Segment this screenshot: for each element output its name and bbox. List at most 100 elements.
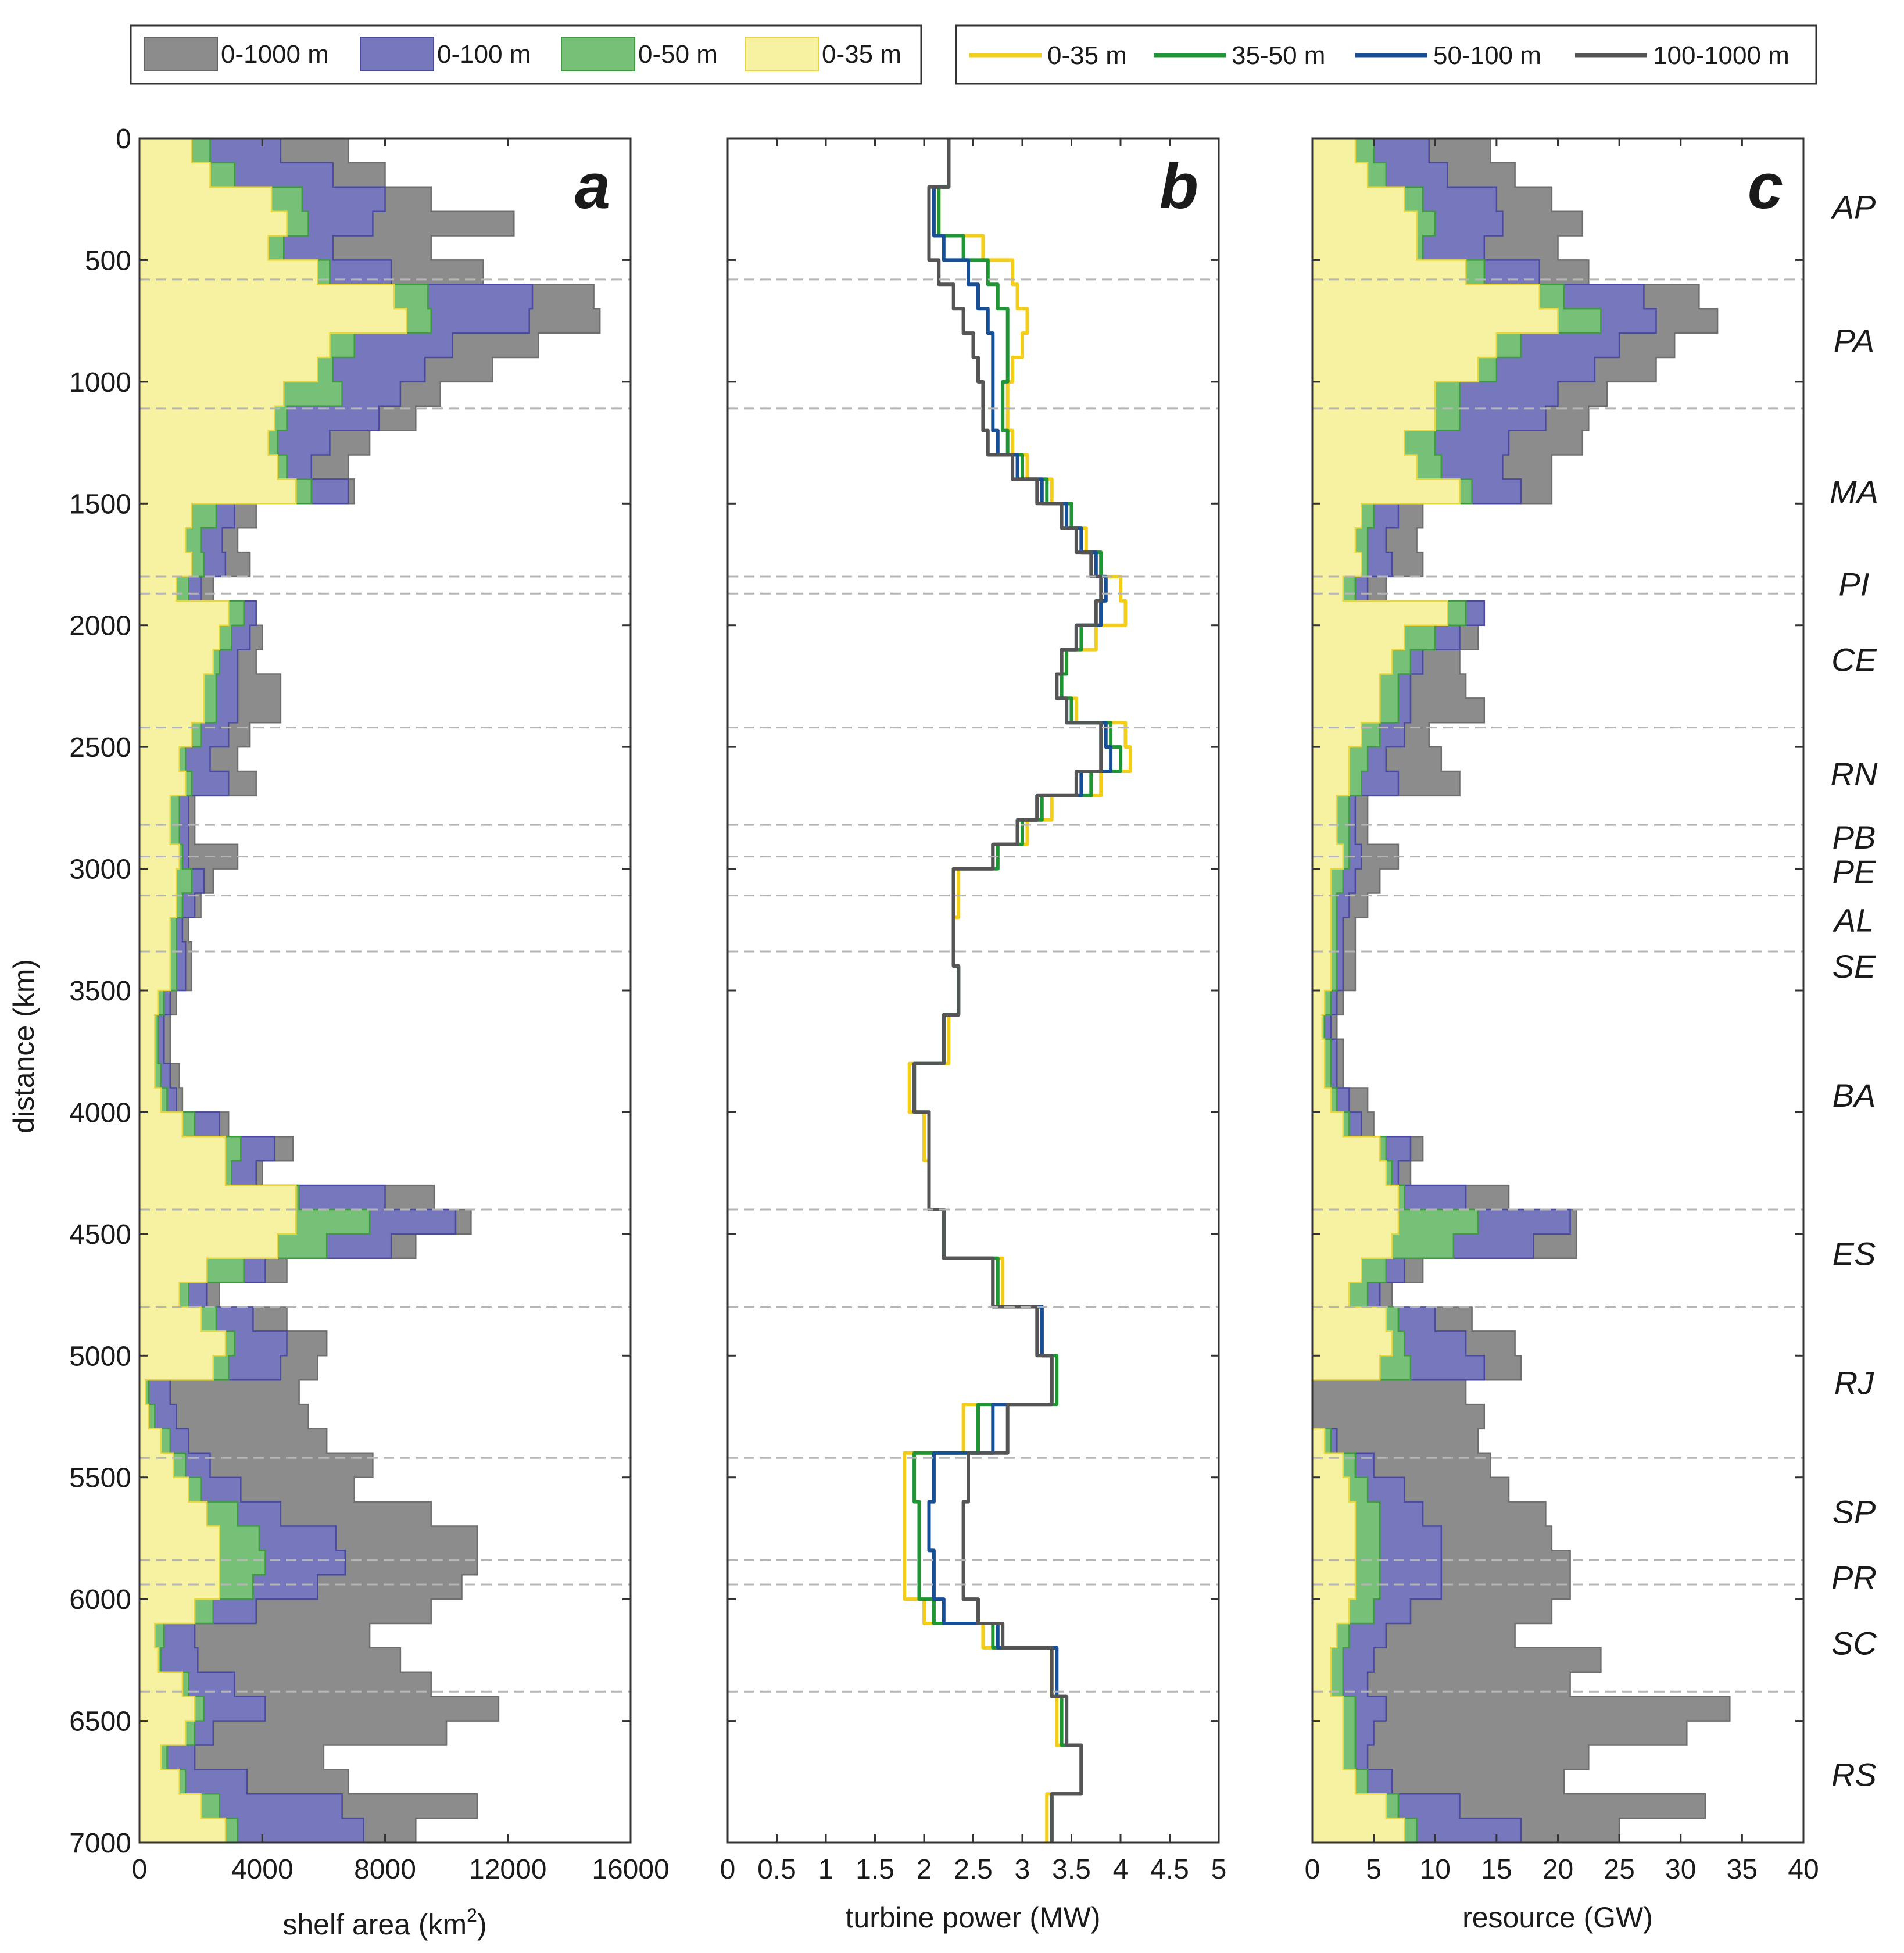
panel-a-letter: a [575, 151, 610, 222]
panel-b-line-35-50-m [912, 138, 1122, 1843]
panel-a-x-title: shelf area (km2) [282, 1905, 486, 1941]
y-tick-label: 0 [116, 124, 131, 155]
panel-b: 0 0.5 1 1.5 2 2.5 3 3.5 4 4.5 5 b turbine power (M… [720, 137, 1227, 1934]
region-label-al: AL [1833, 902, 1874, 939]
panel-b-separators [728, 278, 1219, 1693]
panel-a-x-ticks: 0 4000 8000 12000 16000 [132, 138, 670, 1885]
region-label-pr: PR [1831, 1559, 1877, 1596]
legend-label-line-35-50: 35-50 m [1232, 41, 1325, 70]
x-tick-label: 0 [1305, 1854, 1320, 1885]
y-tick-label: 6000 [69, 1584, 131, 1615]
x-tick-label: 25 [1604, 1854, 1634, 1885]
panel-a-frame [138, 137, 632, 1844]
panel-b-x-title: turbine power (MW) [846, 1901, 1101, 1934]
region-label-rn: RN [1831, 756, 1878, 792]
y-tick-label: 4500 [69, 1219, 131, 1250]
panel-c-x-ticks: 0 5 10 15 20 25 30 35 40 [1305, 138, 1819, 1885]
x-tick-label: 8000 [354, 1854, 416, 1885]
x-tick-label: 0 [720, 1854, 736, 1885]
x-tick-label: 4.5 [1150, 1854, 1189, 1885]
region-label-ce: CE [1831, 641, 1877, 678]
x-tick-label: 0.5 [757, 1854, 796, 1885]
x-tick-label: 30 [1665, 1854, 1696, 1885]
y-tick-label: 3000 [69, 854, 131, 885]
x-tick-label: 12000 [469, 1854, 546, 1885]
y-tick-label: 1500 [69, 489, 131, 520]
legend-swatch-0-50 [561, 37, 635, 71]
panel-c-areas [1311, 137, 1731, 1844]
region-label-rj: RJ [1834, 1364, 1874, 1401]
legend-label-0-50: 0-50 m [638, 40, 718, 69]
x-tick-label: 1 [818, 1854, 834, 1885]
panel-b-line-0-35-m [903, 138, 1132, 1843]
legend-label-0-100: 0-100 m [437, 40, 531, 69]
region-label-pi: PI [1839, 566, 1870, 603]
panel-b-lines [903, 138, 1132, 1843]
x-tick-label: 4000 [231, 1854, 294, 1885]
legend-label-line-50-100: 50-100 m [1433, 41, 1541, 70]
region-label-rs: RS [1831, 1757, 1877, 1793]
legend-label-line-100-1000: 100-1000 m [1653, 41, 1790, 70]
panel-c: 0 5 10 15 20 25 30 35 40 c resource (GW) [1305, 137, 1819, 1934]
panel-c-x-title: resource (GW) [1462, 1901, 1653, 1934]
region-label-ma: MA [1830, 473, 1878, 510]
legend-swatch-0-100 [360, 37, 434, 71]
panel-b-line-50-100-m [912, 138, 1113, 1843]
y-tick-label: 5500 [69, 1463, 131, 1494]
y-tick-label: 2500 [69, 732, 131, 763]
region-label-pe: PE [1833, 853, 1876, 890]
x-tick-label: 10 [1420, 1854, 1451, 1885]
region-label-ba: BA [1833, 1077, 1876, 1114]
region-label-es: ES [1833, 1235, 1876, 1272]
panel-b-frame [726, 137, 1220, 1844]
legend-swatch-0-35 [745, 37, 819, 71]
panel-a-separators [139, 278, 631, 1693]
x-tick-label: 3 [1015, 1854, 1030, 1885]
region-label-pb: PB [1833, 819, 1876, 856]
region-label-pa: PA [1834, 323, 1875, 359]
y-tick-label: 4000 [69, 1097, 131, 1128]
x-tick-label: 16000 [592, 1854, 669, 1885]
panel-b-line-100-1000-m [912, 138, 1103, 1843]
right-legend: 0-35 m 35-50 m 50-100 m 100-1000 m [955, 24, 1817, 85]
x-tick-label: 5 [1211, 1854, 1227, 1885]
y-tick-label: 2000 [69, 611, 131, 642]
y-axis-title: distance (km) [8, 959, 40, 1133]
y-tick-label: 6500 [69, 1707, 131, 1737]
x-tick-label: 1.5 [856, 1854, 894, 1885]
left-legend: 0-1000 m 0-100 m 0-50 m 0-35 m [130, 24, 922, 85]
x-tick-label: 2.5 [954, 1854, 993, 1885]
x-tick-label: 15 [1481, 1854, 1512, 1885]
x-tick-label: 40 [1788, 1854, 1819, 1885]
region-label-ap: AP [1831, 188, 1876, 225]
x-tick-label: 35 [1727, 1854, 1758, 1885]
panel-c-letter: c [1748, 151, 1783, 222]
panel-a-area-0-1000-m [138, 137, 601, 1844]
y-tick-label: 5000 [69, 1341, 131, 1372]
region-label-sp: SP [1833, 1493, 1876, 1530]
panel-b-y-ticks [728, 137, 1219, 1844]
legend-label-0-35: 0-35 m [822, 40, 901, 69]
y-tick-label: 3500 [69, 976, 131, 1007]
x-tick-label: 5 [1366, 1854, 1382, 1885]
legend-label-line-0-35: 0-35 m [1047, 41, 1127, 70]
legend-swatch-0-1000 [144, 37, 218, 71]
y-tick-label: 500 [85, 245, 131, 276]
panel-b-letter: b [1159, 151, 1198, 222]
x-tick-label: 3.5 [1052, 1854, 1091, 1885]
legend-label-0-1000: 0-1000 m [221, 40, 329, 69]
panel-c-frame [1311, 137, 1805, 1844]
panel-c-area-0-1000-m [1311, 137, 1731, 1844]
x-tick-label: 20 [1542, 1854, 1573, 1885]
panel-a-areas [138, 137, 601, 1844]
x-tick-label: 4 [1113, 1854, 1129, 1885]
panel-c-separators [1312, 278, 1803, 1693]
panel-a-area-0-35-m [138, 137, 407, 1844]
x-tick-label: 2 [917, 1854, 932, 1885]
panel-a-y-ticks: 0 500 1000 1500 2000 2500 3000 3500 4000 4500 5000… [69, 124, 631, 1859]
region-label-sc: SC [1831, 1625, 1877, 1662]
x-tick-label: 0 [132, 1854, 148, 1885]
panel-c-area-0-35-m [1311, 137, 1559, 1844]
